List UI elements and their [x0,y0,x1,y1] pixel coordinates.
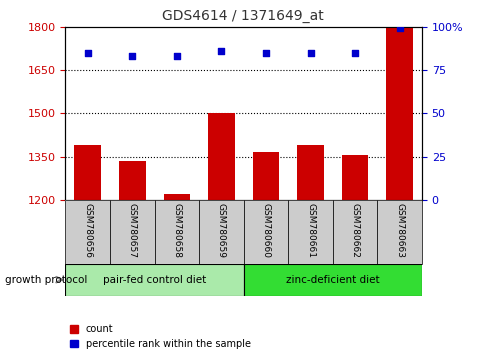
Text: GSM780660: GSM780660 [261,203,270,258]
Legend: count, percentile rank within the sample: count, percentile rank within the sample [70,324,250,349]
Text: GDS4614 / 1371649_at: GDS4614 / 1371649_at [161,9,323,23]
Bar [65,264,243,296]
Bar [163,194,190,200]
Bar [243,200,287,264]
Text: GSM780657: GSM780657 [128,203,136,258]
Bar [154,200,199,264]
Point [261,50,269,55]
Point [173,53,181,59]
Point [306,50,314,55]
Bar [297,145,323,200]
Point [128,53,136,59]
Point [395,25,403,31]
Point [84,50,91,55]
Bar [119,161,145,200]
Point [350,50,358,55]
Bar [341,155,368,200]
Bar [110,200,154,264]
Bar [243,264,421,296]
Bar [252,152,279,200]
Text: GSM780662: GSM780662 [350,203,359,258]
Bar [199,200,243,264]
Text: GSM780658: GSM780658 [172,203,181,258]
Bar [74,145,101,200]
Text: pair-fed control diet: pair-fed control diet [103,275,206,285]
Point [217,48,225,54]
Text: GSM780656: GSM780656 [83,203,92,258]
Text: GSM780659: GSM780659 [216,203,226,258]
Bar [332,200,377,264]
Bar [65,200,110,264]
Text: zinc-deficient diet: zinc-deficient diet [286,275,379,285]
Bar [377,200,421,264]
Text: GSM780663: GSM780663 [394,203,403,258]
Bar [208,113,234,200]
Bar [385,27,412,200]
Text: GSM780661: GSM780661 [305,203,315,258]
Text: growth protocol: growth protocol [5,275,87,285]
Bar [287,200,332,264]
